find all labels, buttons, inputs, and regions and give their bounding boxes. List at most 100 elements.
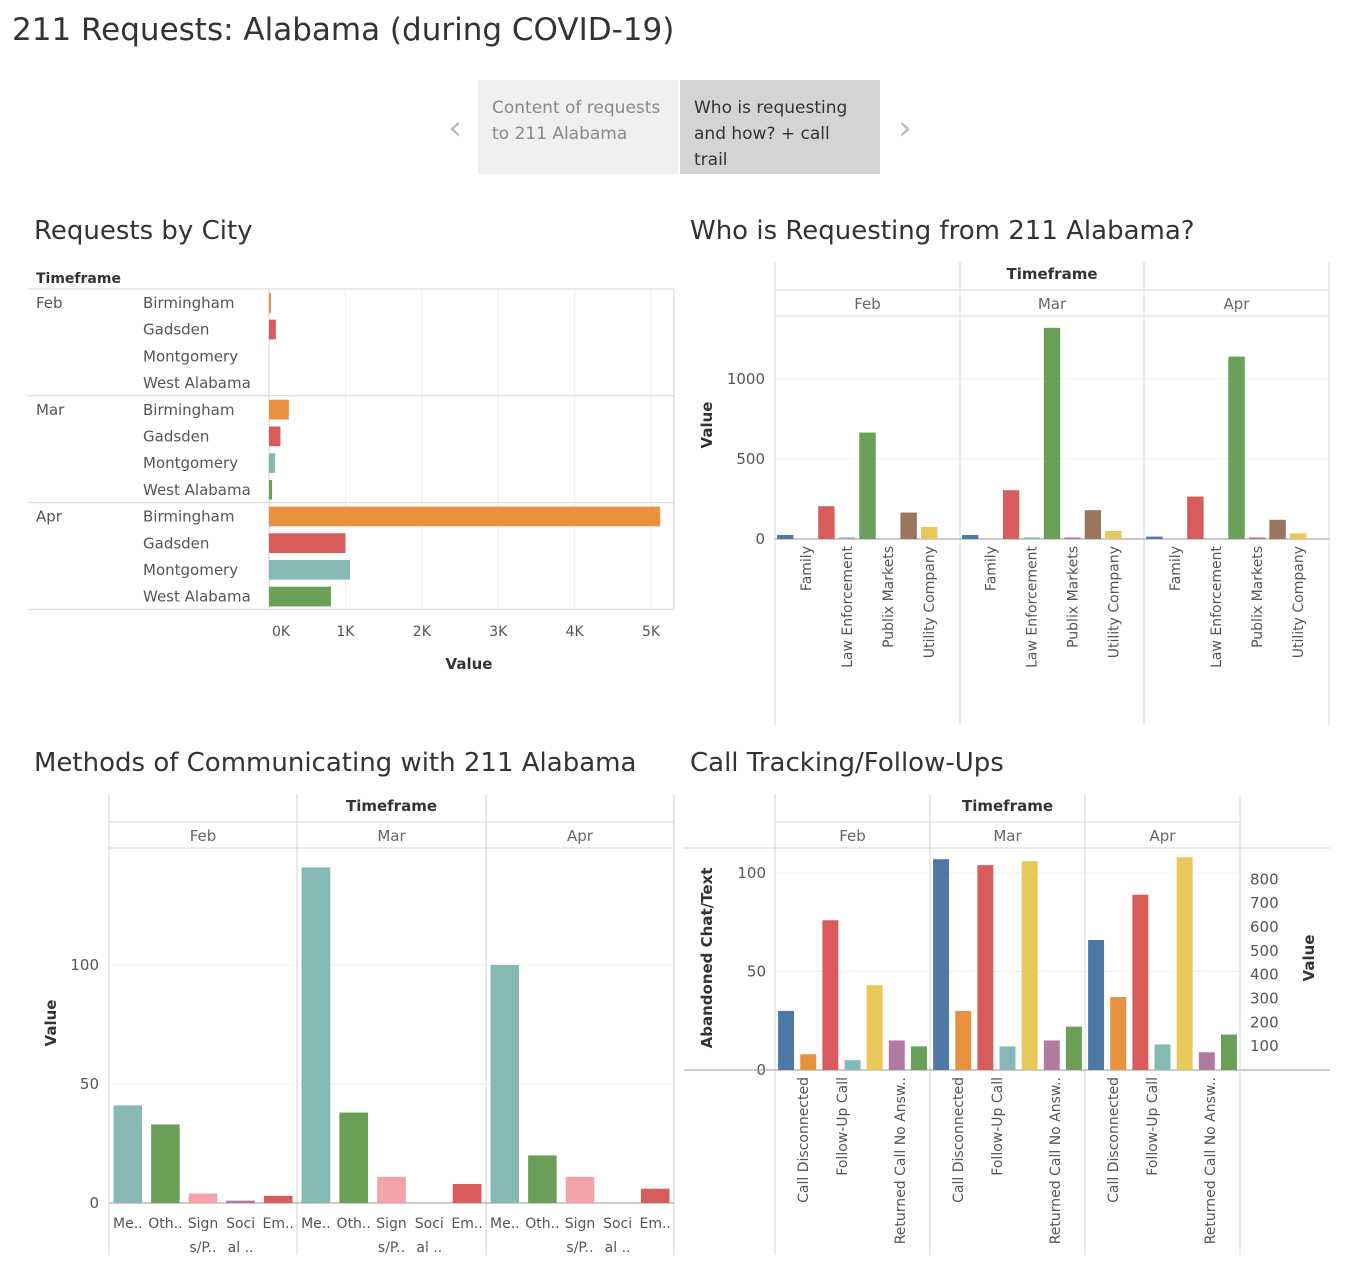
x-tick-label: 2K <box>413 624 432 640</box>
story-point-who[interactable]: Who is requesting and how? + call trail <box>680 80 880 174</box>
bar <box>859 432 876 539</box>
category-label: Oth.. <box>337 1216 371 1232</box>
bar <box>1084 510 1102 539</box>
category-label: Me.. <box>113 1216 143 1232</box>
bar <box>1289 533 1307 539</box>
right-tick-label: 200 <box>1250 1013 1279 1031</box>
bar <box>1002 490 1020 539</box>
panel-label: Feb <box>839 827 866 845</box>
city-bar <box>269 426 281 447</box>
category-label: Publix Markets <box>881 546 897 648</box>
bar <box>263 1195 293 1203</box>
panel-label: Apr <box>1150 827 1177 845</box>
bar <box>1043 1040 1060 1070</box>
bar <box>1146 536 1163 539</box>
x-tick-label: 5K <box>642 624 661 640</box>
category-label: Family <box>1168 546 1184 591</box>
panel-header: Timeframe <box>962 797 1053 815</box>
category-label: Soci al .. <box>226 1216 255 1256</box>
bar <box>1187 496 1204 539</box>
bar <box>1088 939 1105 1070</box>
city-bar <box>269 560 350 580</box>
y-tick-label: 50 <box>80 1075 99 1093</box>
bar <box>188 1193 218 1203</box>
city-bar <box>269 399 289 420</box>
y-axis-label: Value <box>698 402 716 449</box>
bar <box>818 506 835 539</box>
x-tick-label: 3K <box>489 624 508 640</box>
panel-label: Mar <box>993 827 1022 845</box>
bar <box>844 1060 861 1070</box>
y-tick-label: 50 <box>747 963 766 981</box>
timeframe-label: Apr <box>36 508 63 526</box>
bar <box>1248 537 1266 539</box>
bar <box>301 867 331 1203</box>
right-tick-label: 500 <box>1250 942 1279 960</box>
panel-label: Mar <box>1038 295 1067 313</box>
bar <box>377 1176 406 1203</box>
timeframe-label: Feb <box>36 294 63 312</box>
category-label: Follow-Up Call <box>1145 1077 1161 1176</box>
category-label: Em.. <box>640 1216 671 1232</box>
story-point-label: Who is requesting <box>694 98 848 118</box>
right-tick-label: 100 <box>1250 1037 1279 1055</box>
x-tick-label: 0K <box>272 624 291 640</box>
city-label: West Alabama <box>143 481 251 499</box>
city-bar <box>269 586 331 607</box>
bar <box>1110 997 1127 1070</box>
bar <box>1198 1052 1215 1070</box>
category-label: Em.. <box>263 1216 294 1232</box>
category-label: Oth.. <box>525 1216 559 1232</box>
bar <box>900 512 917 539</box>
city-label: Gadsden <box>143 428 209 446</box>
category-label: Law Enforcement <box>1209 546 1225 668</box>
bar <box>339 1112 369 1203</box>
bar <box>822 920 839 1070</box>
city-bar <box>269 506 661 527</box>
story-point-content[interactable]: Content of requests to 211 Alabama <box>478 80 678 174</box>
bar <box>1023 537 1040 539</box>
category-label: Utility Company <box>1106 546 1122 658</box>
bar <box>866 985 883 1070</box>
chevron-right-icon[interactable]: › <box>898 108 912 148</box>
panel-header: Timeframe <box>346 797 437 815</box>
category-label: Em.. <box>451 1216 482 1232</box>
category-label: Publix Markets <box>1065 546 1081 648</box>
category-label: Call Disconnected <box>796 1077 812 1203</box>
right-tick-label: 700 <box>1250 894 1279 912</box>
bar <box>490 965 520 1203</box>
bar <box>1154 1044 1171 1070</box>
bar <box>151 1124 180 1203</box>
bar <box>1021 861 1038 1070</box>
bar <box>1125 538 1142 540</box>
city-label: West Alabama <box>143 374 251 392</box>
city-label: West Alabama <box>143 588 251 606</box>
bar <box>778 1010 795 1070</box>
city-bar <box>269 453 276 473</box>
bar <box>962 535 979 539</box>
category-label: Oth.. <box>148 1216 182 1232</box>
category-label: Publix Markets <box>1250 546 1266 648</box>
bar <box>1269 519 1286 539</box>
category-label: Returned Call No Answ.. <box>1048 1077 1064 1244</box>
chevron-left-icon[interactable]: ‹ <box>448 108 462 148</box>
who-chart-title: Who is Requesting from 211 Alabama? <box>690 216 1195 246</box>
y-tick-label: 100 <box>737 864 766 882</box>
right-tick-label: 400 <box>1250 966 1279 984</box>
y-axis-label: Abandoned Chat/Text <box>698 868 716 1049</box>
panel-label: Apr <box>1224 295 1251 313</box>
bar <box>800 1054 817 1070</box>
city-label: Birmingham <box>143 508 234 526</box>
category-label: Law Enforcement <box>840 546 856 668</box>
bar <box>452 1183 482 1203</box>
bar <box>1176 857 1193 1070</box>
category-label: Follow-Up Call <box>990 1077 1006 1176</box>
category-label: Soci al .. <box>603 1216 632 1256</box>
category-label: Law Enforcement <box>1025 546 1041 668</box>
bar <box>226 1200 255 1203</box>
city-chart-title: Requests by City <box>34 216 253 246</box>
bar <box>933 859 950 1070</box>
y-tick-label: 0 <box>89 1194 99 1212</box>
bar <box>977 865 994 1070</box>
